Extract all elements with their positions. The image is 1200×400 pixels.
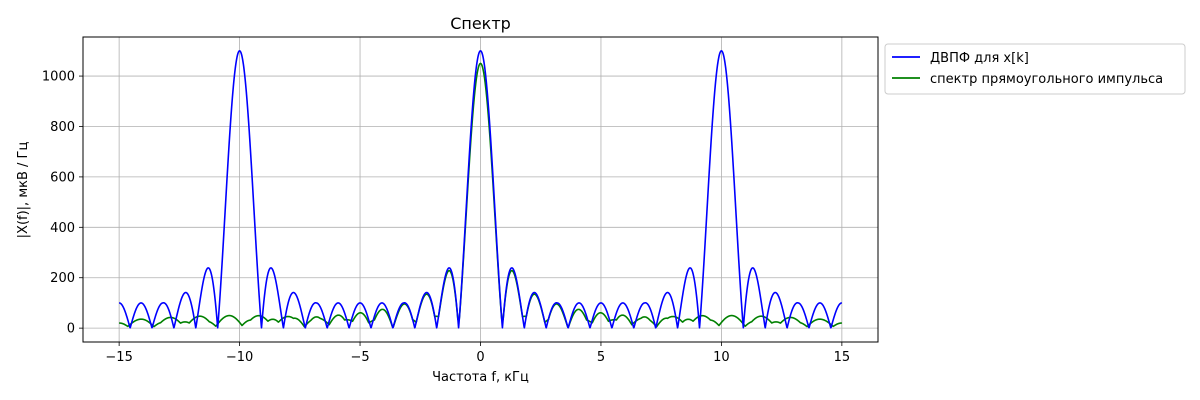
x-tick-label: 5 <box>597 350 605 365</box>
legend-label-pulse: спектр прямоугольного импульса <box>930 72 1163 87</box>
chart-title: Спектр <box>450 14 511 33</box>
x-tick-label: −10 <box>226 350 253 365</box>
series-line-pulse-spectrum <box>118 62 843 328</box>
series-line-dtft <box>118 50 843 329</box>
x-tick-label: −15 <box>105 350 132 365</box>
y-tick-label: 400 <box>50 221 75 236</box>
x-tick-label: 0 <box>476 350 484 365</box>
legend-box <box>884 43 1186 95</box>
y-axis-label: |X(f)|, мкВ / Гц <box>16 142 31 239</box>
y-tick-label: 800 <box>50 120 75 135</box>
y-tick-label: 600 <box>50 170 75 185</box>
x-axis-ticks: −15 −10 −5 0 5 10 15 <box>105 342 850 365</box>
y-tick-label: 1000 <box>42 70 75 85</box>
series-layer <box>118 50 843 329</box>
legend: ДВПФ для x[k] спектр прямоугольного импу… <box>884 43 1186 95</box>
x-tick-label: 10 <box>713 350 730 365</box>
x-axis-label: Частота f, кГц <box>432 370 529 385</box>
x-tick-label: 15 <box>834 350 851 365</box>
y-tick-label: 200 <box>50 271 75 286</box>
y-tick-label: 0 <box>67 322 75 337</box>
legend-label-dtft: ДВПФ для x[k] <box>930 51 1029 66</box>
grid <box>83 37 878 342</box>
y-axis-ticks: 0 200 400 600 800 1000 <box>42 70 83 337</box>
x-tick-label: −5 <box>350 350 369 365</box>
